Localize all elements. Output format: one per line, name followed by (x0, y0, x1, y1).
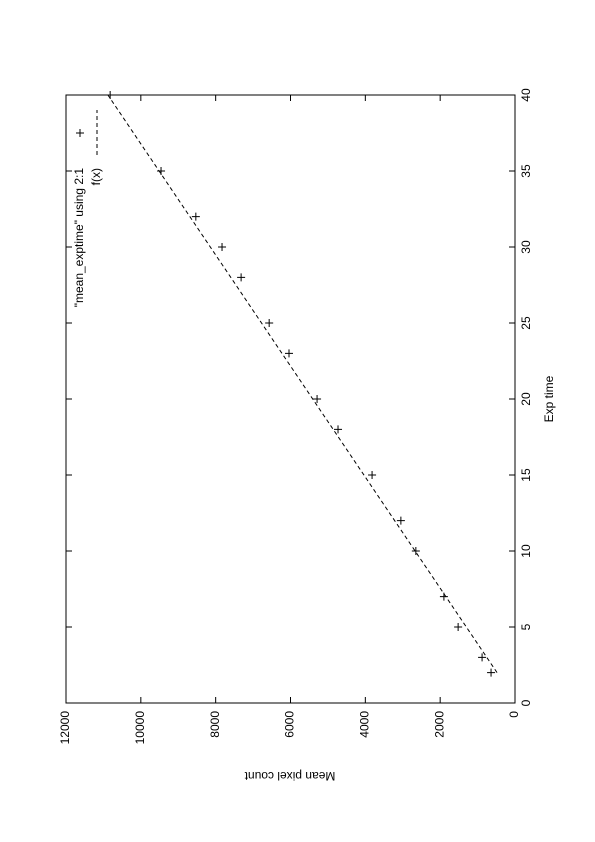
y-tick-label: 2000 (432, 711, 446, 738)
legend-label: "mean_exptime" using 2:1 (72, 168, 86, 308)
legend-label: f(x) (89, 168, 103, 185)
y-tick-label: 0 (507, 711, 521, 718)
x-axis-label: Exp time (542, 375, 556, 422)
data-point (265, 319, 274, 327)
data-point (478, 653, 487, 662)
y-tick-label: 10000 (133, 711, 147, 745)
data-point (157, 167, 166, 175)
data-point (237, 273, 246, 282)
y-tick-label: 8000 (208, 711, 222, 738)
data-point (106, 91, 115, 99)
rotated-plot: Exp time Mean pixel count 0 5 10 15 20 25 30 35… (58, 88, 556, 783)
y-tick-label: 4000 (358, 711, 372, 738)
x-tick-label: 20 (519, 392, 533, 406)
data-point (218, 243, 227, 251)
data-point (487, 668, 496, 677)
x-tick-label: 40 (519, 88, 533, 102)
y-tick-label: 6000 (283, 711, 297, 738)
x-tick-label: 35 (519, 164, 533, 178)
x-tick-label: 30 (519, 240, 533, 254)
x-tick-label: 10 (519, 544, 533, 558)
y-axis-label: Mean pixel count (244, 769, 335, 783)
x-tick-label: 25 (519, 316, 533, 330)
legend-marker (76, 129, 84, 137)
x-tick-label: 0 (519, 699, 533, 706)
data-point (368, 471, 377, 479)
x-tick-label: 15 (519, 468, 533, 482)
x-tick-label: 5 (519, 623, 533, 630)
y-tick-label: 12000 (58, 711, 72, 745)
data-point (285, 349, 294, 358)
data-point (454, 623, 463, 631)
data-point (334, 425, 343, 434)
data-point (396, 516, 405, 525)
data-point (191, 212, 200, 221)
data-point (313, 395, 322, 403)
data-point (411, 547, 420, 555)
